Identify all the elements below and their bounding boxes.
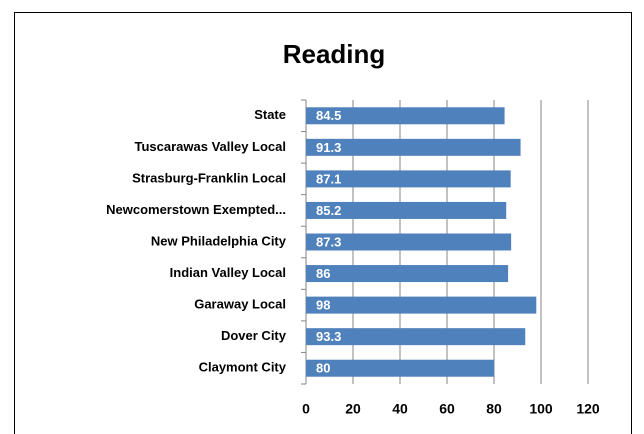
y-tick-label: Strasburg-Franklin Local (132, 170, 286, 185)
x-tick-label: 120 (576, 401, 600, 417)
data-label: 87.3 (316, 234, 341, 249)
x-tick-label: 40 (392, 401, 408, 417)
data-label: 80 (316, 361, 330, 376)
y-tick-label: Garaway Local (194, 297, 286, 312)
bar (306, 265, 509, 283)
bar (306, 138, 521, 156)
x-tick-label: 60 (439, 401, 455, 417)
bar (306, 107, 505, 125)
x-tick-label: 0 (302, 401, 310, 417)
x-tick-label: 80 (486, 401, 502, 417)
x-tick-label: 100 (529, 401, 553, 417)
x-tick-label: 20 (345, 401, 361, 417)
y-tick-label: State (254, 107, 286, 122)
data-label: 84.5 (316, 108, 341, 123)
data-label: 93.3 (316, 329, 341, 344)
y-tick-label: Indian Valley Local (170, 265, 286, 280)
data-label: 86 (316, 266, 330, 281)
data-label: 91.3 (316, 140, 341, 155)
bar (306, 170, 511, 188)
bar (306, 201, 507, 219)
y-tick-label: Newcomerstown Exempted... (106, 202, 286, 217)
bar (306, 296, 537, 314)
bar (306, 359, 494, 377)
bar (306, 233, 512, 251)
chart-title: Reading (283, 39, 386, 69)
data-label: 98 (316, 298, 330, 313)
bar (306, 328, 526, 346)
y-tick-label: Dover City (221, 328, 287, 343)
y-tick-label: New Philadelphia City (151, 233, 287, 248)
data-label: 87.1 (316, 171, 341, 186)
data-label: 85.2 (316, 203, 341, 218)
y-tick-label: Claymont City (199, 360, 287, 375)
y-tick-label: Tuscarawas Valley Local (134, 139, 286, 154)
